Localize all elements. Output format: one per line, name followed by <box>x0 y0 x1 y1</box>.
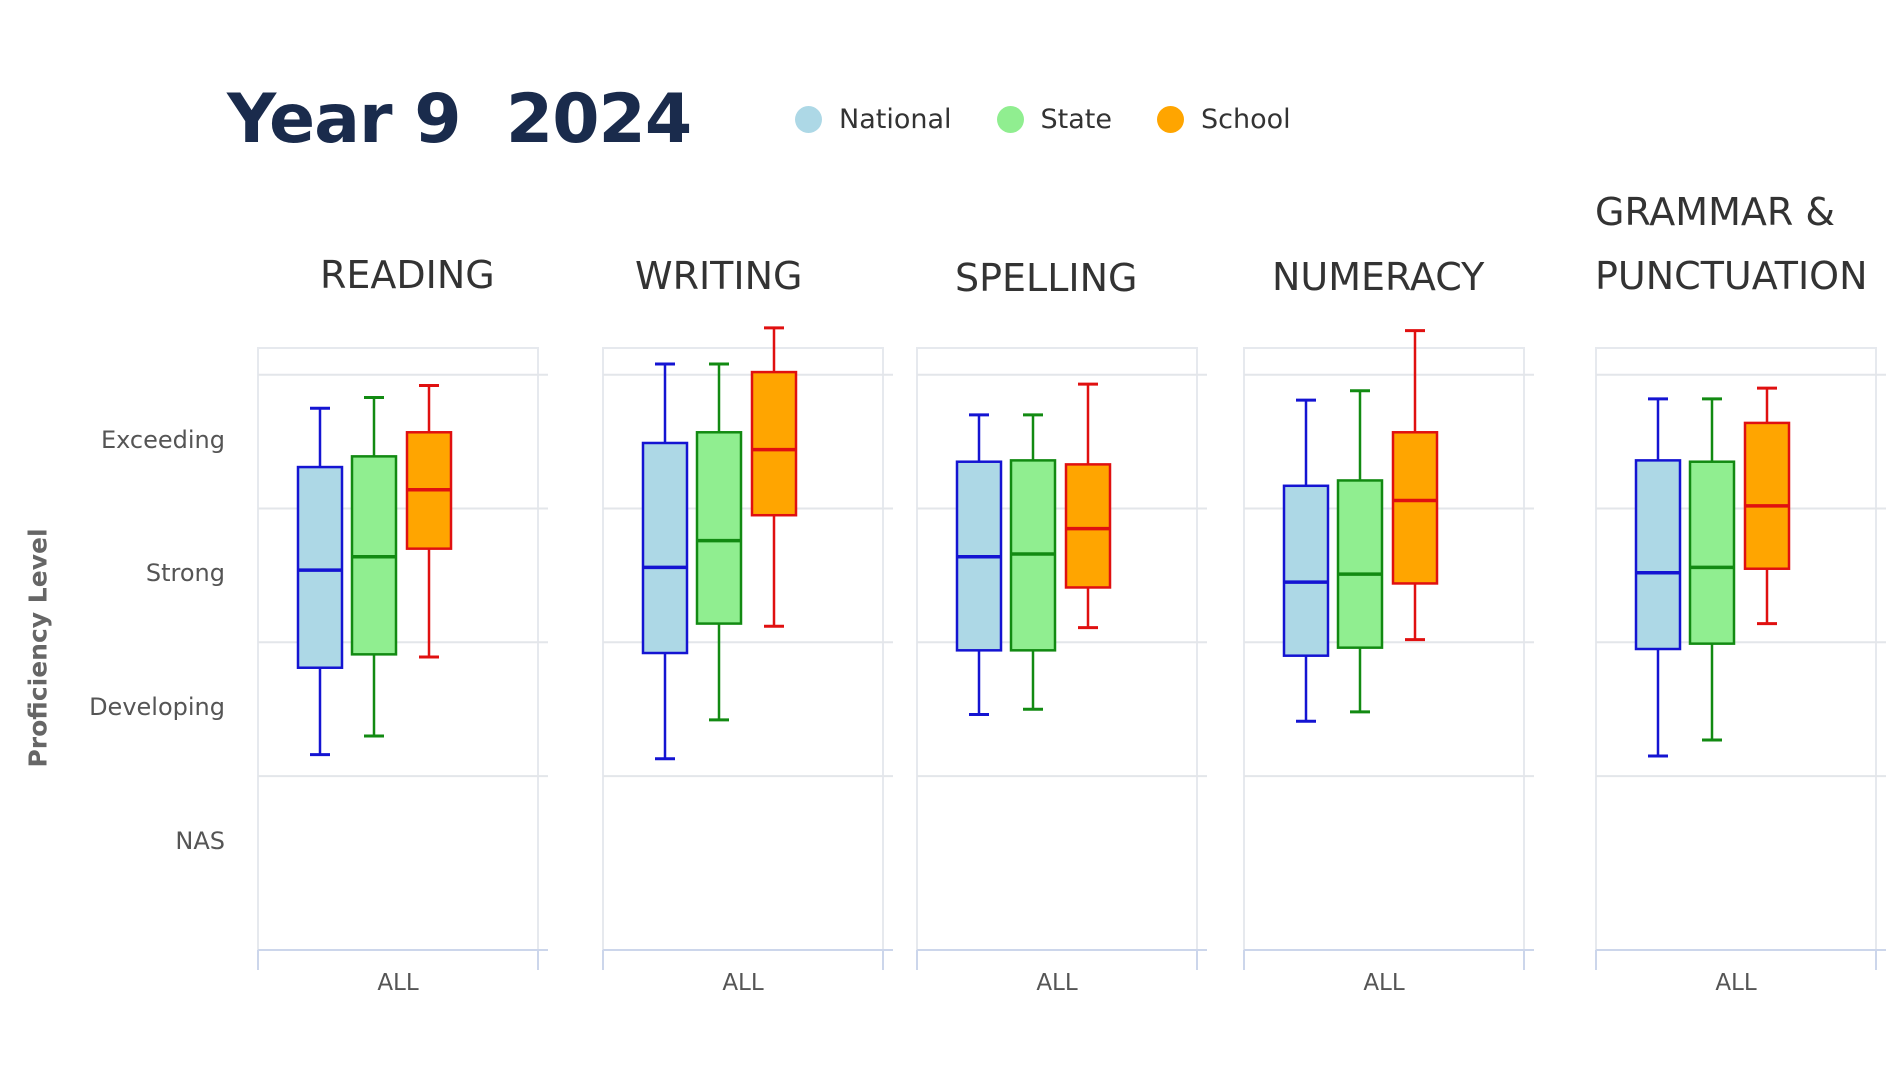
box-national[interactable] <box>955 413 1003 717</box>
box-national[interactable] <box>1634 397 1682 758</box>
y-tick-nas: NAS <box>175 826 225 855</box>
panel-spelling: ALL <box>916 347 1207 996</box>
box-iqr <box>750 370 798 517</box>
box-iqr <box>1743 421 1791 570</box>
box-state[interactable] <box>1009 413 1057 711</box>
legend-item-national[interactable]: National <box>795 104 952 135</box>
box-state[interactable] <box>695 362 743 722</box>
panel-title-line: GRAMMAR & <box>1595 190 1835 234</box>
x-tick-label-all: ALL <box>1363 970 1405 996</box>
panel-title-line: NUMERACY <box>1272 255 1485 299</box>
box-national[interactable] <box>296 406 344 757</box>
panel-title-numeracy: NUMERACY <box>1272 245 1484 309</box>
legend-marker-school <box>1156 106 1184 133</box>
legend-label-school: School <box>1200 104 1291 135</box>
box-state[interactable] <box>1336 389 1384 714</box>
legend: National State School <box>795 104 1336 135</box>
box-iqr <box>695 431 743 625</box>
box-school[interactable] <box>1743 386 1791 626</box>
box-iqr <box>1688 460 1736 645</box>
x-tick-label-all: ALL <box>1715 970 1757 996</box>
panel-title-grammar-punctuation: GRAMMAR & PUNCTUATION <box>1595 180 1868 308</box>
box-iqr <box>1282 484 1330 657</box>
box-school[interactable] <box>750 326 798 628</box>
box-school[interactable] <box>405 383 453 659</box>
legend-item-state[interactable]: State <box>996 104 1112 135</box>
box-iqr <box>1336 479 1384 649</box>
x-tick-label-all: ALL <box>722 970 764 996</box>
box-iqr <box>1634 459 1682 651</box>
legend-marker-national <box>795 106 822 133</box>
box-state[interactable] <box>350 395 398 738</box>
box-state[interactable] <box>1688 397 1736 742</box>
box-national[interactable] <box>1282 398 1330 723</box>
box-iqr <box>1064 463 1112 589</box>
y-tick-strong: Strong <box>145 559 225 588</box>
panel-numeracy: ALL <box>1243 329 1534 996</box>
panel-title-reading: READING <box>320 243 495 307</box>
panel-title-line: PUNCTUATION <box>1595 254 1868 298</box>
panel-title-line: SPELLING <box>955 256 1138 300</box>
box-school[interactable] <box>1064 382 1112 630</box>
x-tick-label-all: ALL <box>377 970 419 996</box>
panel-reading: ALL <box>257 347 548 996</box>
box-iqr <box>296 465 344 669</box>
panel-title-line: WRITING <box>635 254 803 298</box>
legend-marker-state <box>996 106 1024 133</box>
y-tick-exceeding: Exceeding <box>100 425 225 454</box>
box-iqr <box>641 441 689 655</box>
panel-title-line: READING <box>320 253 495 297</box>
y-tick-developing: Developing <box>89 693 225 722</box>
legend-item-school[interactable]: School <box>1156 104 1291 135</box>
box-school[interactable] <box>1391 329 1439 642</box>
legend-label-state: State <box>1040 104 1112 135</box>
panel-title-spelling: SPELLING <box>955 246 1137 310</box>
chart-title: Year 9 2024 <box>227 80 692 159</box>
panel-writing: ALL <box>602 326 893 996</box>
box-iqr <box>1391 431 1439 585</box>
box-national[interactable] <box>641 362 689 761</box>
legend-label-national: National <box>839 104 952 135</box>
x-tick-label-all: ALL <box>1036 970 1078 996</box>
panel-grammar-punctuation: ALL <box>1595 347 1886 996</box>
panel-title-writing: WRITING <box>635 244 802 308</box>
